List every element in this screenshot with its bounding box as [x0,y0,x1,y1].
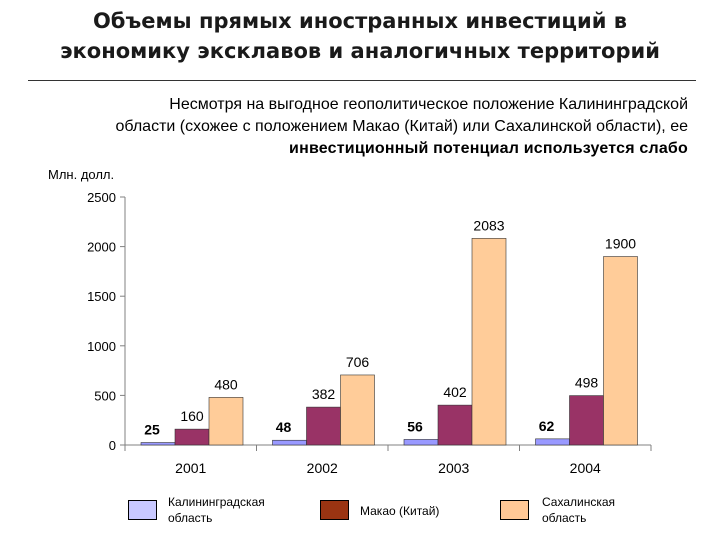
slide-subtitle: Несмотря на выгодное геополитическое пол… [20,94,689,160]
slide-title-line-2: экономику эксклавов и аналогичных террит… [60,39,660,63]
bar-kaliningrad-2002 [272,439,307,446]
data-label-macao-2003: 402 [443,384,467,400]
y-tick-label: 1000 [87,339,116,354]
data-label-kaliningrad-2001: 25 [144,422,160,438]
subtitle-line-1: Несмотря на выгодное геополитическое пол… [169,96,688,113]
x-tick-label: 2001 [175,460,206,476]
bar-kaliningrad-2001 [140,442,176,446]
slide-title: Объемы прямых иностранных инвестиций в э… [0,6,720,66]
data-label-macao-2001: 160 [180,408,204,424]
y-axis-unit-label: Млн. долл. [48,167,115,182]
data-label-sakhalin-2004: 1900 [605,236,636,252]
bar-macao-2003 [437,404,473,446]
subtitle-line-2: области (схожее с положением Макао (Кита… [115,118,689,135]
bar-sakhalin-2003 [471,238,507,446]
x-tick-label: 2004 [570,460,601,476]
y-tick-label: 1500 [87,289,116,304]
y-tick-label: 2000 [87,240,116,255]
data-label-sakhalin-2002: 706 [346,354,370,370]
data-label-sakhalin-2001: 480 [214,376,238,392]
bar-sakhalin-2001 [208,397,244,446]
data-label-kaliningrad-2003: 56 [407,418,423,434]
bar-kaliningrad-2003 [403,439,439,446]
x-tick-label: 2002 [307,460,338,476]
legend-label-sakhalin: Сахалинская область [542,495,616,525]
title-divider [28,80,696,81]
legend-swatch-sakhalin [500,500,529,520]
bar-macao-2004 [569,395,604,446]
slide-title-line-1: Объемы прямых иностранных инвестиций в [92,9,628,33]
bar-macao-2001 [174,428,210,446]
data-label-kaliningrad-2004: 62 [539,418,555,434]
legend-swatch-kaliningrad [128,500,157,520]
y-tick-label: 500 [94,388,116,403]
legend-label-kaliningrad: Калининградская область [168,495,265,525]
bar-sakhalin-2002 [340,374,375,446]
y-tick-label: 2500 [87,190,116,205]
bar-sakhalin-2004 [603,256,638,446]
data-label-kaliningrad-2002: 48 [276,419,292,435]
data-label-macao-2004: 498 [575,375,599,391]
data-label-macao-2002: 382 [312,386,336,402]
legend-swatch-macao [320,500,349,520]
x-tick-label: 2003 [438,460,469,476]
y-tick-label: 0 [109,438,116,453]
subtitle-line-3: инвестиционный потенциал используется сл… [289,140,688,157]
legend-label-macao: Макао (Китай) [360,504,440,518]
data-label-sakhalin-2003: 2083 [473,217,504,233]
bar-macao-2002 [306,406,341,446]
bar-kaliningrad-2004 [535,438,570,446]
